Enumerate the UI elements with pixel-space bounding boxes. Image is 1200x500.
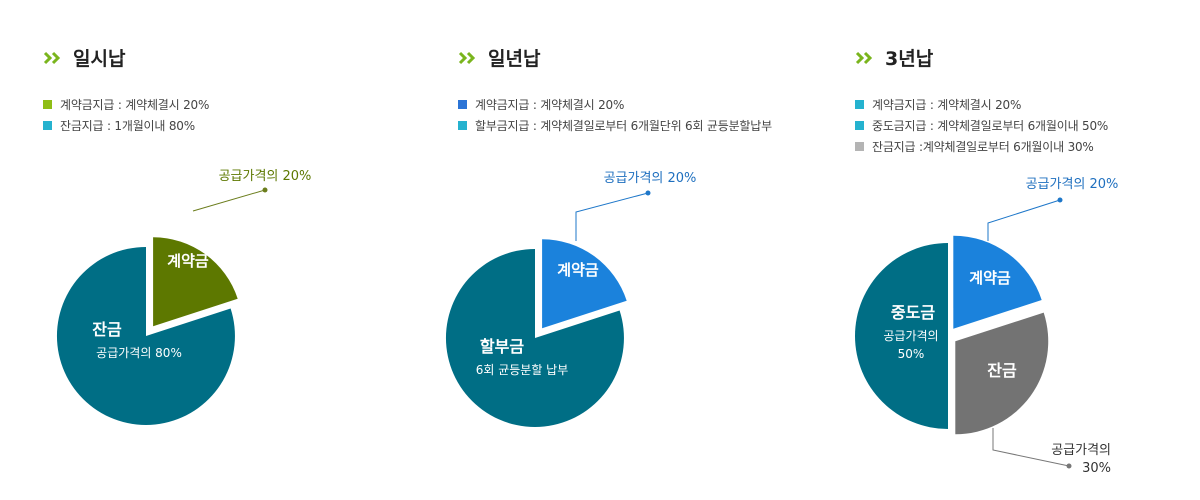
- pie-slice-deposit: [542, 239, 627, 329]
- legend-text: 잔금지급 :계약체결일로부터 6개월이내 30%: [872, 140, 1094, 154]
- legend: 계약금지급 : 계약체결시 20% 잔금지급 : 1개월이내 80%: [43, 94, 209, 136]
- callout-dot-balance: [1066, 463, 1072, 469]
- slice-label-balance: 잔금: [92, 320, 122, 339]
- callout-dot: [645, 190, 651, 196]
- pie-chart-three-year: 공급가격의 20% 공급가격의 30% 계약금 잔금 중도금 공급가격의 50%: [855, 177, 1119, 476]
- callout-leader-line: [192, 189, 266, 212]
- panel-one-year: 일년납 계약금지급 : 계약체결시 20% 할부금지급 : 계약체결일로부터 6…: [445, 0, 798, 500]
- double-chevron-right-icon: [43, 51, 61, 64]
- legend-swatch: [458, 100, 467, 109]
- legend-item: 계약금지급 : 계약체결시 20%: [458, 94, 772, 115]
- pie-slice-interim: [855, 243, 948, 429]
- legend-item: 계약금지급 : 계약체결시 20%: [43, 94, 209, 115]
- legend-swatch: [855, 142, 864, 151]
- pie-slice-balance: [56, 246, 235, 426]
- double-chevron-right-icon: [458, 51, 476, 64]
- callout-leader-line-balance: [992, 428, 1070, 467]
- legend-swatch: [458, 121, 467, 130]
- callout-dot: [262, 187, 268, 193]
- slice-sublabel-installment: 6회 균등분할 납부: [476, 363, 569, 377]
- legend-text: 계약금지급 : 계약체결시 20%: [475, 98, 625, 112]
- legend-item: 계약금지급 : 계약체결시 20%: [855, 94, 1108, 115]
- legend-item: 잔금지급 :계약체결일로부터 6개월이내 30%: [855, 136, 1108, 157]
- pie-slice-deposit: [953, 235, 1042, 329]
- panel-title: 3년납: [855, 44, 933, 71]
- legend-swatch: [43, 100, 52, 109]
- callout-text: 공급가격의 20%: [604, 171, 697, 186]
- panel-title-text: 3년납: [885, 48, 934, 70]
- panel-title-text: 일시납: [73, 48, 126, 70]
- pie-slice-installment: [445, 249, 624, 427]
- pie-chart-lump-sum: 공급가격의 20% 계약금 잔금 공급가격의 80%: [56, 169, 312, 426]
- callout-text-balance-line1: 공급가격의: [1051, 443, 1111, 458]
- callout-text-balance-line2: 30%: [1082, 461, 1111, 476]
- callout-leader-line: [575, 192, 649, 241]
- slice-label-installment: 할부금: [480, 337, 524, 356]
- double-chevron-right-icon: [855, 51, 873, 64]
- panel-title: 일시납: [43, 44, 125, 71]
- legend: 계약금지급 : 계약체결시 20% 할부금지급 : 계약체결일로부터 6개월단위…: [458, 94, 772, 136]
- legend-item: 할부금지급 : 계약체결일로부터 6개월단위 6회 균등분할납부: [458, 115, 772, 136]
- panel-three-year: 3년납 계약금지급 : 계약체결시 20% 중도금지급 : 계약체결일로부터 6…: [855, 0, 1195, 500]
- legend-swatch: [855, 121, 864, 130]
- slice-label-interim: 중도금: [891, 303, 935, 322]
- legend-swatch: [43, 121, 52, 130]
- slice-sublabel-balance: 공급가격의 80%: [96, 346, 182, 360]
- callout-dot-deposit: [1057, 197, 1063, 203]
- pie-slice-deposit: [153, 237, 238, 327]
- panel-title: 일년납: [458, 44, 540, 71]
- pie-slice-balance: [955, 312, 1049, 435]
- legend-text: 계약금지급 : 계약체결시 20%: [60, 98, 210, 112]
- slice-label-deposit: 계약금: [167, 252, 209, 270]
- slice-label-deposit: 계약금: [969, 269, 1011, 287]
- slice-label-deposit: 계약금: [557, 261, 599, 279]
- legend-swatch: [855, 100, 864, 109]
- panel-title-text: 일년납: [488, 48, 541, 70]
- slice-sublabel-interim-line2: 50%: [898, 347, 925, 361]
- legend-text: 잔금지급 : 1개월이내 80%: [60, 119, 195, 133]
- callout-text: 공급가격의 20%: [219, 169, 312, 184]
- pie-chart-one-year: 공급가격의 20% 계약금 할부금 6회 균등분할 납부: [445, 171, 697, 427]
- legend-item: 잔금지급 : 1개월이내 80%: [43, 115, 209, 136]
- callout-text-deposit: 공급가격의 20%: [1026, 177, 1119, 192]
- legend-text: 계약금지급 : 계약체결시 20%: [872, 98, 1022, 112]
- legend-text: 할부금지급 : 계약체결일로부터 6개월단위 6회 균등분할납부: [475, 119, 772, 133]
- panel-lump-sum: 일시납 계약금지급 : 계약체결시 20% 잔금지급 : 1개월이내 80% 공…: [43, 0, 383, 500]
- slice-sublabel-interim-line1: 공급가격의: [883, 329, 938, 343]
- legend-text: 중도금지급 : 계약체결일로부터 6개월이내 50%: [872, 119, 1109, 133]
- legend-item: 중도금지급 : 계약체결일로부터 6개월이내 50%: [855, 115, 1108, 136]
- callout-leader-line-deposit: [987, 199, 1061, 241]
- legend: 계약금지급 : 계약체결시 20% 중도금지급 : 계약체결일로부터 6개월이내…: [855, 94, 1108, 157]
- slice-label-balance: 잔금: [987, 361, 1017, 380]
